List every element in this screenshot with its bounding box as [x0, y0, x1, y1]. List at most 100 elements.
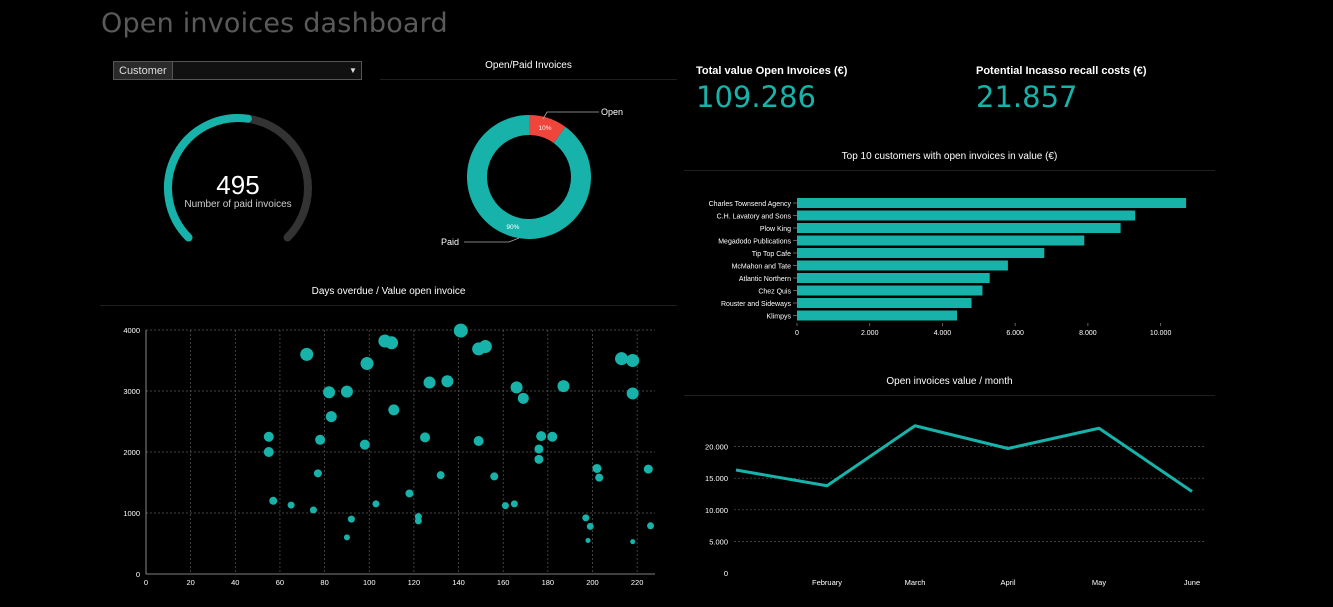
y-tick-label: 0	[724, 569, 728, 578]
y-tick-label: 15.000	[705, 474, 728, 483]
scatter-point	[626, 354, 640, 367]
scatter-point	[414, 513, 422, 521]
donut-title: Open/Paid Invoices	[485, 60, 572, 71]
scatter-point	[436, 471, 445, 480]
scatter-point	[586, 522, 594, 530]
scatter-point	[287, 501, 295, 509]
scatter-point	[473, 436, 484, 447]
scatter-point	[313, 469, 322, 478]
bar	[797, 198, 1187, 208]
scatter-point	[490, 472, 499, 481]
paid-invoices-gauge: 495 Number of paid invoices	[164, 114, 312, 242]
scatter-point	[557, 380, 570, 393]
scatter-point	[501, 502, 509, 510]
scatter-point	[534, 444, 544, 454]
bar	[797, 298, 972, 308]
scatter-point	[359, 439, 370, 450]
scatter-point	[478, 339, 492, 353]
bar-category-label: McMahon and Tate	[732, 264, 792, 271]
bar	[797, 210, 1136, 221]
x-tick-label: 0	[795, 330, 799, 337]
bar-category-label: Chez Quis	[758, 289, 791, 296]
bar-category-label: Charles Townsend Agency	[709, 201, 792, 208]
donut-label-open: Open	[601, 107, 623, 117]
y-tick-label: 3000	[123, 387, 140, 396]
x-tick-label: 0	[144, 578, 148, 587]
bar-category-label: Rouster and Sideways	[721, 301, 792, 308]
x-tick-label: 4.000	[934, 330, 952, 337]
scatter-point	[510, 500, 518, 508]
scatter-title: Days overdue / Value open invoice	[311, 286, 466, 297]
scatter-point	[510, 381, 523, 394]
monthly-line-chart: 0 5.000 10.000 15.000 20.000 February March Apr…	[705, 424, 1204, 587]
x-tick-label: 160	[497, 578, 510, 587]
bar	[797, 285, 983, 296]
x-tick-label: 6.000	[1006, 330, 1024, 337]
donut-data-label: 90%	[506, 224, 519, 231]
days-overdue-scatter: 0 1000 2000 3000 4000 0 20 40 60 80 100 120 140 160 18…	[123, 323, 655, 587]
scatter-point	[534, 454, 544, 464]
x-tick-label: 220	[631, 578, 644, 587]
y-tick-label: 0	[136, 570, 140, 579]
scatter-point	[615, 352, 629, 366]
gauge-value: 495	[216, 170, 259, 200]
scatter-point	[263, 447, 274, 457]
bar-category-label: C.H. Lavatory and Sons	[717, 214, 792, 221]
donut-data-label: 10%	[539, 125, 552, 132]
chevron-down-icon[interactable]: ▼	[349, 66, 357, 75]
bar	[797, 260, 1008, 271]
divider	[684, 395, 1215, 396]
open-paid-donut: 10% 90% Open Paid	[441, 107, 623, 247]
x-tick-label: 40	[231, 578, 239, 587]
scatter-point	[405, 489, 414, 498]
x-tick-label: 120	[408, 578, 421, 587]
series-line	[735, 424, 1193, 493]
donut-slice-paid	[467, 115, 591, 239]
scatter-point	[420, 432, 431, 443]
scatter-point	[647, 522, 655, 530]
page-title: Open invoices dashboard	[101, 8, 448, 39]
x-tick-label: 60	[276, 578, 284, 587]
customer-filter-label: Customer	[114, 62, 173, 79]
scatter-point	[315, 434, 326, 445]
customer-select[interactable]	[173, 62, 345, 79]
scatter-point	[592, 463, 602, 473]
scatter-point	[300, 347, 314, 361]
divider	[100, 305, 677, 306]
bar	[797, 248, 1045, 258]
scatter-point	[372, 500, 380, 508]
kpi-recall-value: 21.857	[976, 80, 1078, 114]
kpi-recall-label: Potential Incasso recall costs (€)	[976, 65, 1147, 77]
y-tick-label: 20.000	[705, 443, 728, 452]
scatter-point	[323, 386, 336, 399]
scatter-point	[441, 375, 454, 388]
line-title: Open invoices value / month	[886, 376, 1013, 387]
kpi-open-value: 109.286	[696, 80, 816, 114]
x-tick-label: 10.000	[1150, 330, 1172, 337]
scatter-point	[582, 514, 590, 522]
x-tick-label: May	[1092, 578, 1106, 587]
x-tick-label: 100	[363, 578, 376, 587]
donut-slice-open	[529, 115, 566, 144]
bar	[797, 310, 957, 321]
scatter-point	[347, 515, 355, 523]
x-tick-label: 180	[542, 578, 555, 587]
top10-bar-chart: Charles Townsend Agency C.H. Lavatory and…	[709, 198, 1187, 337]
customer-filter[interactable]: Customer ▼	[113, 61, 362, 80]
scatter-point	[423, 376, 436, 389]
scatter-point	[263, 431, 274, 442]
y-tick-label: 10.000	[705, 506, 728, 515]
scatter-point	[626, 387, 639, 400]
donut-leader-paid	[464, 237, 520, 243]
x-tick-label: June	[1184, 578, 1200, 587]
y-tick-label: 1000	[123, 509, 140, 518]
scatter-point	[309, 506, 317, 514]
scatter-point	[453, 323, 468, 338]
x-tick-label: 80	[320, 578, 328, 587]
scatter-point	[385, 336, 399, 350]
scatter-point	[585, 537, 591, 543]
bar-category-label: Klimpys	[766, 314, 791, 321]
divider	[380, 79, 677, 80]
bar	[797, 273, 990, 283]
gauge-label: Number of paid invoices	[184, 199, 291, 210]
